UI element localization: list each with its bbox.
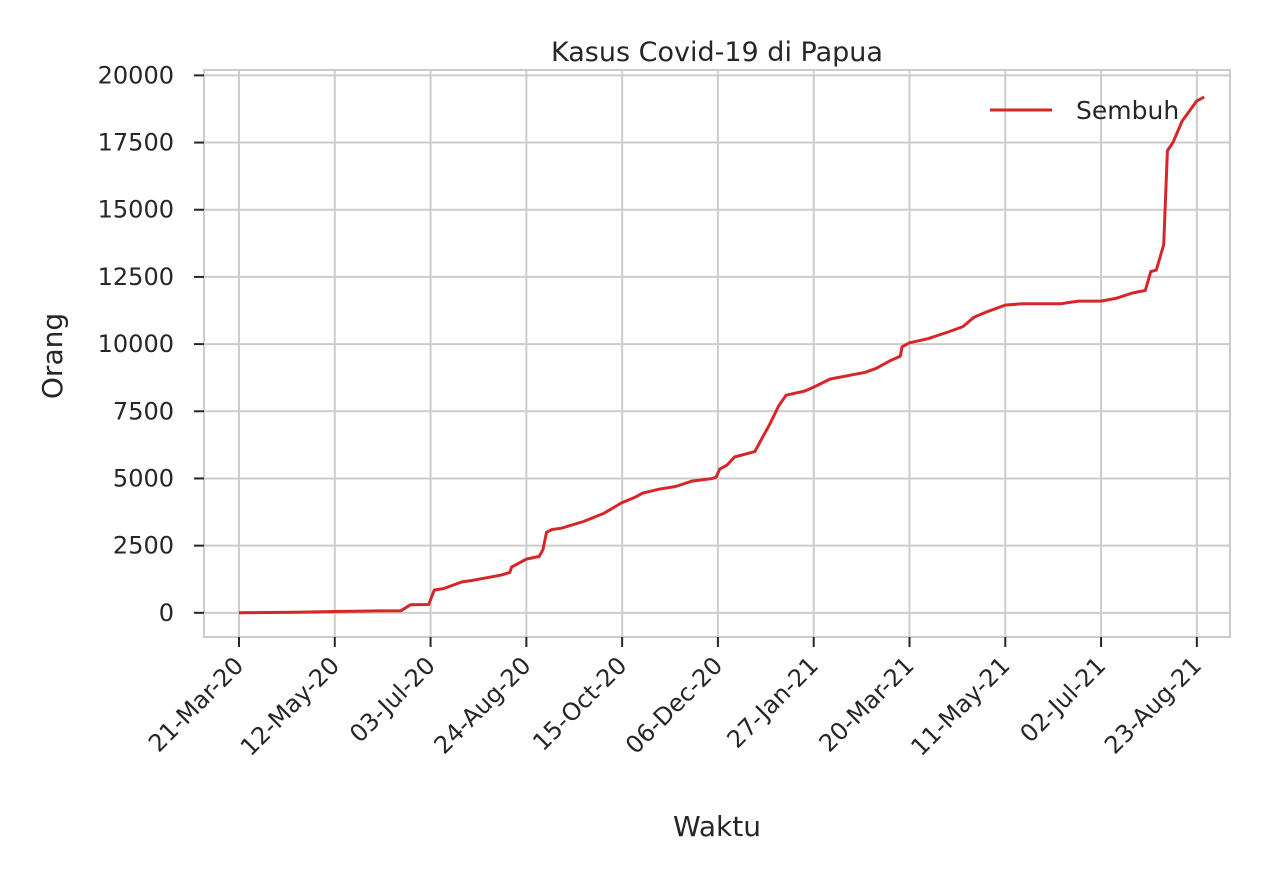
x-axis-label: Waktu	[673, 810, 761, 843]
series-lines	[238, 95, 1205, 615]
y-tick-label: 15000	[98, 196, 174, 224]
y-tick-label: 12500	[98, 263, 174, 291]
y-tick-label: 10000	[98, 330, 174, 358]
y-tick-label: 0	[159, 599, 174, 627]
legend: Sembuh	[990, 96, 1179, 125]
grid-lines	[204, 70, 1230, 637]
legend-label: Sembuh	[1076, 96, 1179, 125]
y-tick-label: 5000	[113, 464, 174, 492]
chart-title: Kasus Covid-19 di Papua	[551, 37, 883, 68]
y-tick-label: 7500	[113, 397, 174, 425]
y-tick-label: 2500	[113, 532, 174, 560]
series-line-sembuh	[238, 95, 1205, 615]
y-tick-label: 17500	[98, 129, 174, 157]
y-tick-label: 20000	[98, 61, 174, 89]
y-axis-label: Orang	[36, 313, 69, 399]
